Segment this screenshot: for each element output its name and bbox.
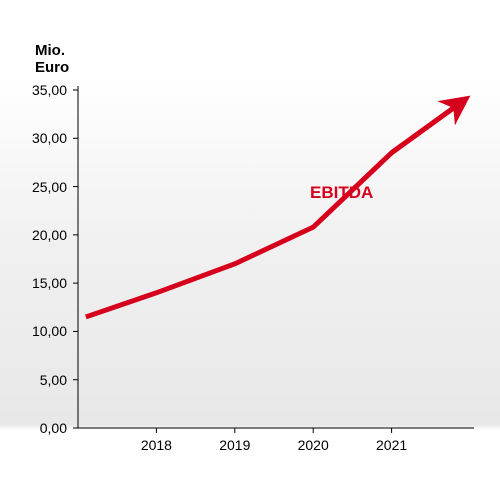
y-tick-label: 10,00: [0, 323, 67, 339]
y-tick-label: 5,00: [0, 372, 67, 388]
y-tick-label: 15,00: [0, 275, 67, 291]
y-tick-label: 35,00: [0, 82, 67, 98]
y-tick-label: 0,00: [0, 420, 67, 436]
y-tick-label: 20,00: [0, 227, 67, 243]
x-tick-label: 2021: [376, 437, 407, 453]
y-tick-label: 25,00: [0, 179, 67, 195]
x-tick-label: 2019: [219, 437, 250, 453]
ebitda-line: [86, 104, 458, 316]
chart-container: Mio. Euro EBITDA 0,005,0010,0015,0020,00…: [0, 0, 500, 500]
line-series: [86, 104, 458, 316]
ebitda-line-arrow-segment: [392, 104, 459, 152]
x-tick-label: 2018: [141, 437, 172, 453]
chart-plot-area: [0, 0, 500, 500]
y-tick-label: 30,00: [0, 130, 67, 146]
x-tick-label: 2020: [298, 437, 329, 453]
